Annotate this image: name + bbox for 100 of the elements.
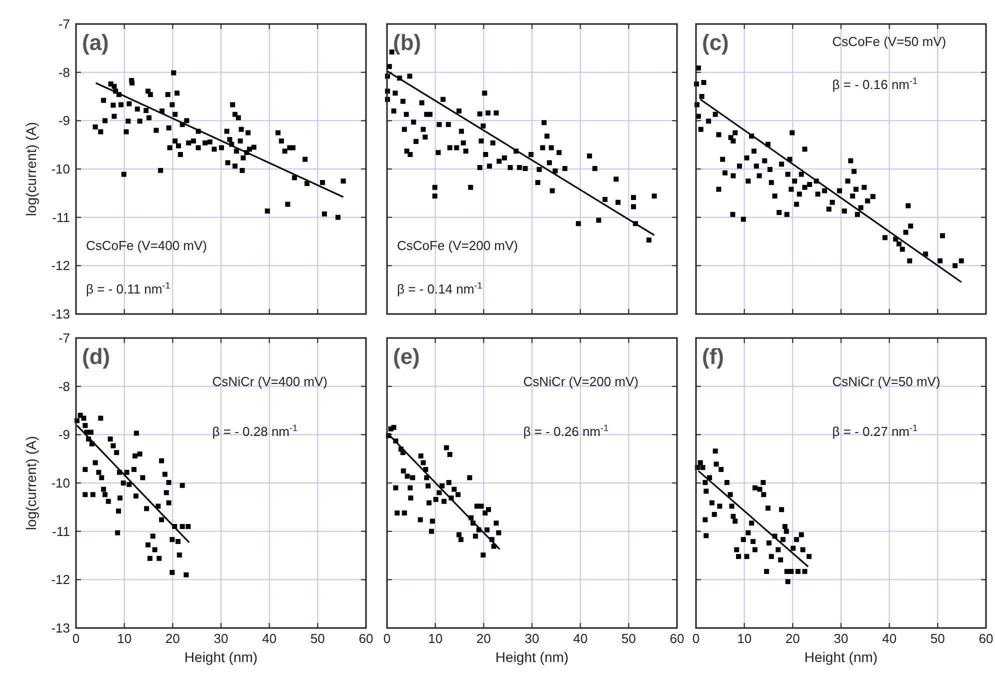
point	[728, 492, 733, 498]
x-tick-label: 30	[524, 631, 540, 646]
point	[734, 547, 740, 552]
point	[709, 500, 714, 506]
point	[736, 554, 742, 559]
point	[408, 485, 413, 490]
point	[764, 568, 770, 574]
point	[186, 524, 191, 529]
point	[164, 490, 169, 496]
point	[472, 534, 478, 539]
point	[794, 537, 800, 542]
point	[486, 507, 491, 512]
point	[82, 422, 88, 428]
point	[785, 579, 790, 584]
point	[400, 450, 406, 456]
point	[98, 416, 104, 421]
point	[707, 475, 712, 480]
point	[760, 480, 766, 486]
point	[81, 416, 86, 421]
point	[712, 512, 717, 517]
point	[766, 506, 771, 511]
point	[798, 532, 804, 538]
point	[480, 552, 486, 558]
x-tick-label: 40	[262, 631, 277, 646]
point	[114, 450, 120, 456]
annotation: (c)	[702, 30, 729, 55]
point	[172, 524, 178, 529]
x-tick-label: 60	[358, 631, 374, 646]
point	[698, 460, 703, 466]
y-tick-label: -10	[51, 162, 70, 176]
point	[418, 453, 424, 458]
point	[86, 436, 92, 442]
x-axis-title: Height (nm)	[804, 649, 878, 665]
point	[702, 480, 708, 486]
point	[806, 554, 812, 559]
point	[391, 424, 396, 430]
y-tick-label: -8	[58, 64, 70, 80]
point	[150, 534, 156, 539]
annotation: β = - 0.11 nm$^{-1}$	[86, 280, 170, 297]
point	[478, 504, 484, 509]
point	[175, 538, 180, 544]
point	[89, 441, 94, 446]
point	[746, 530, 751, 536]
point	[117, 495, 122, 500]
point	[718, 466, 724, 472]
point	[101, 486, 106, 492]
x-tick-label: 0	[383, 631, 391, 646]
point	[729, 504, 734, 509]
point	[126, 482, 132, 487]
point	[772, 534, 778, 539]
annotation: CsNiCr (V=50 mV)	[832, 374, 940, 389]
annotation: (e)	[393, 344, 420, 369]
point	[152, 547, 158, 552]
point	[470, 520, 476, 526]
point	[476, 527, 482, 532]
point	[442, 498, 447, 504]
point	[404, 474, 410, 479]
y-tick-label: -12	[51, 258, 70, 274]
point	[137, 452, 142, 456]
y-axis-title: log(current) (A)	[23, 122, 39, 216]
point	[102, 492, 108, 498]
annotation: CsCoFe (V=400 mV)	[86, 238, 208, 254]
point	[795, 568, 800, 574]
point	[96, 470, 102, 475]
annotation: CsCoFe (V=50 mV)	[832, 34, 946, 49]
x-tick-label: 30	[834, 631, 848, 646]
point	[447, 452, 452, 457]
y-tick-label: -11	[52, 210, 70, 225]
point	[180, 482, 185, 488]
point	[166, 500, 172, 506]
y-tick-label: -7	[58, 330, 70, 346]
x-tick-label: 50	[310, 631, 325, 646]
point	[410, 475, 416, 480]
point	[132, 466, 136, 472]
x-tick-label: 0	[692, 631, 700, 646]
point	[790, 546, 796, 551]
point	[82, 466, 88, 472]
point	[456, 492, 461, 498]
x-tick-label: 30	[214, 631, 228, 646]
point	[147, 556, 152, 561]
point	[424, 475, 430, 480]
point	[452, 486, 457, 492]
point	[446, 480, 452, 486]
point	[394, 510, 400, 516]
point	[740, 537, 746, 542]
point	[393, 438, 398, 444]
point	[732, 518, 738, 524]
point	[780, 537, 786, 542]
x-tick-label: 10	[428, 631, 443, 646]
point	[124, 470, 130, 475]
point	[90, 492, 96, 498]
point	[144, 506, 150, 512]
point	[724, 480, 730, 486]
annotation: β = - 0.16 nm$^{-1}$	[832, 76, 918, 92]
x-tick-label: 0	[72, 631, 80, 646]
point	[704, 488, 709, 494]
point	[712, 448, 718, 454]
y-tick-label: -13	[51, 306, 70, 322]
point	[159, 517, 164, 522]
point	[108, 436, 113, 442]
